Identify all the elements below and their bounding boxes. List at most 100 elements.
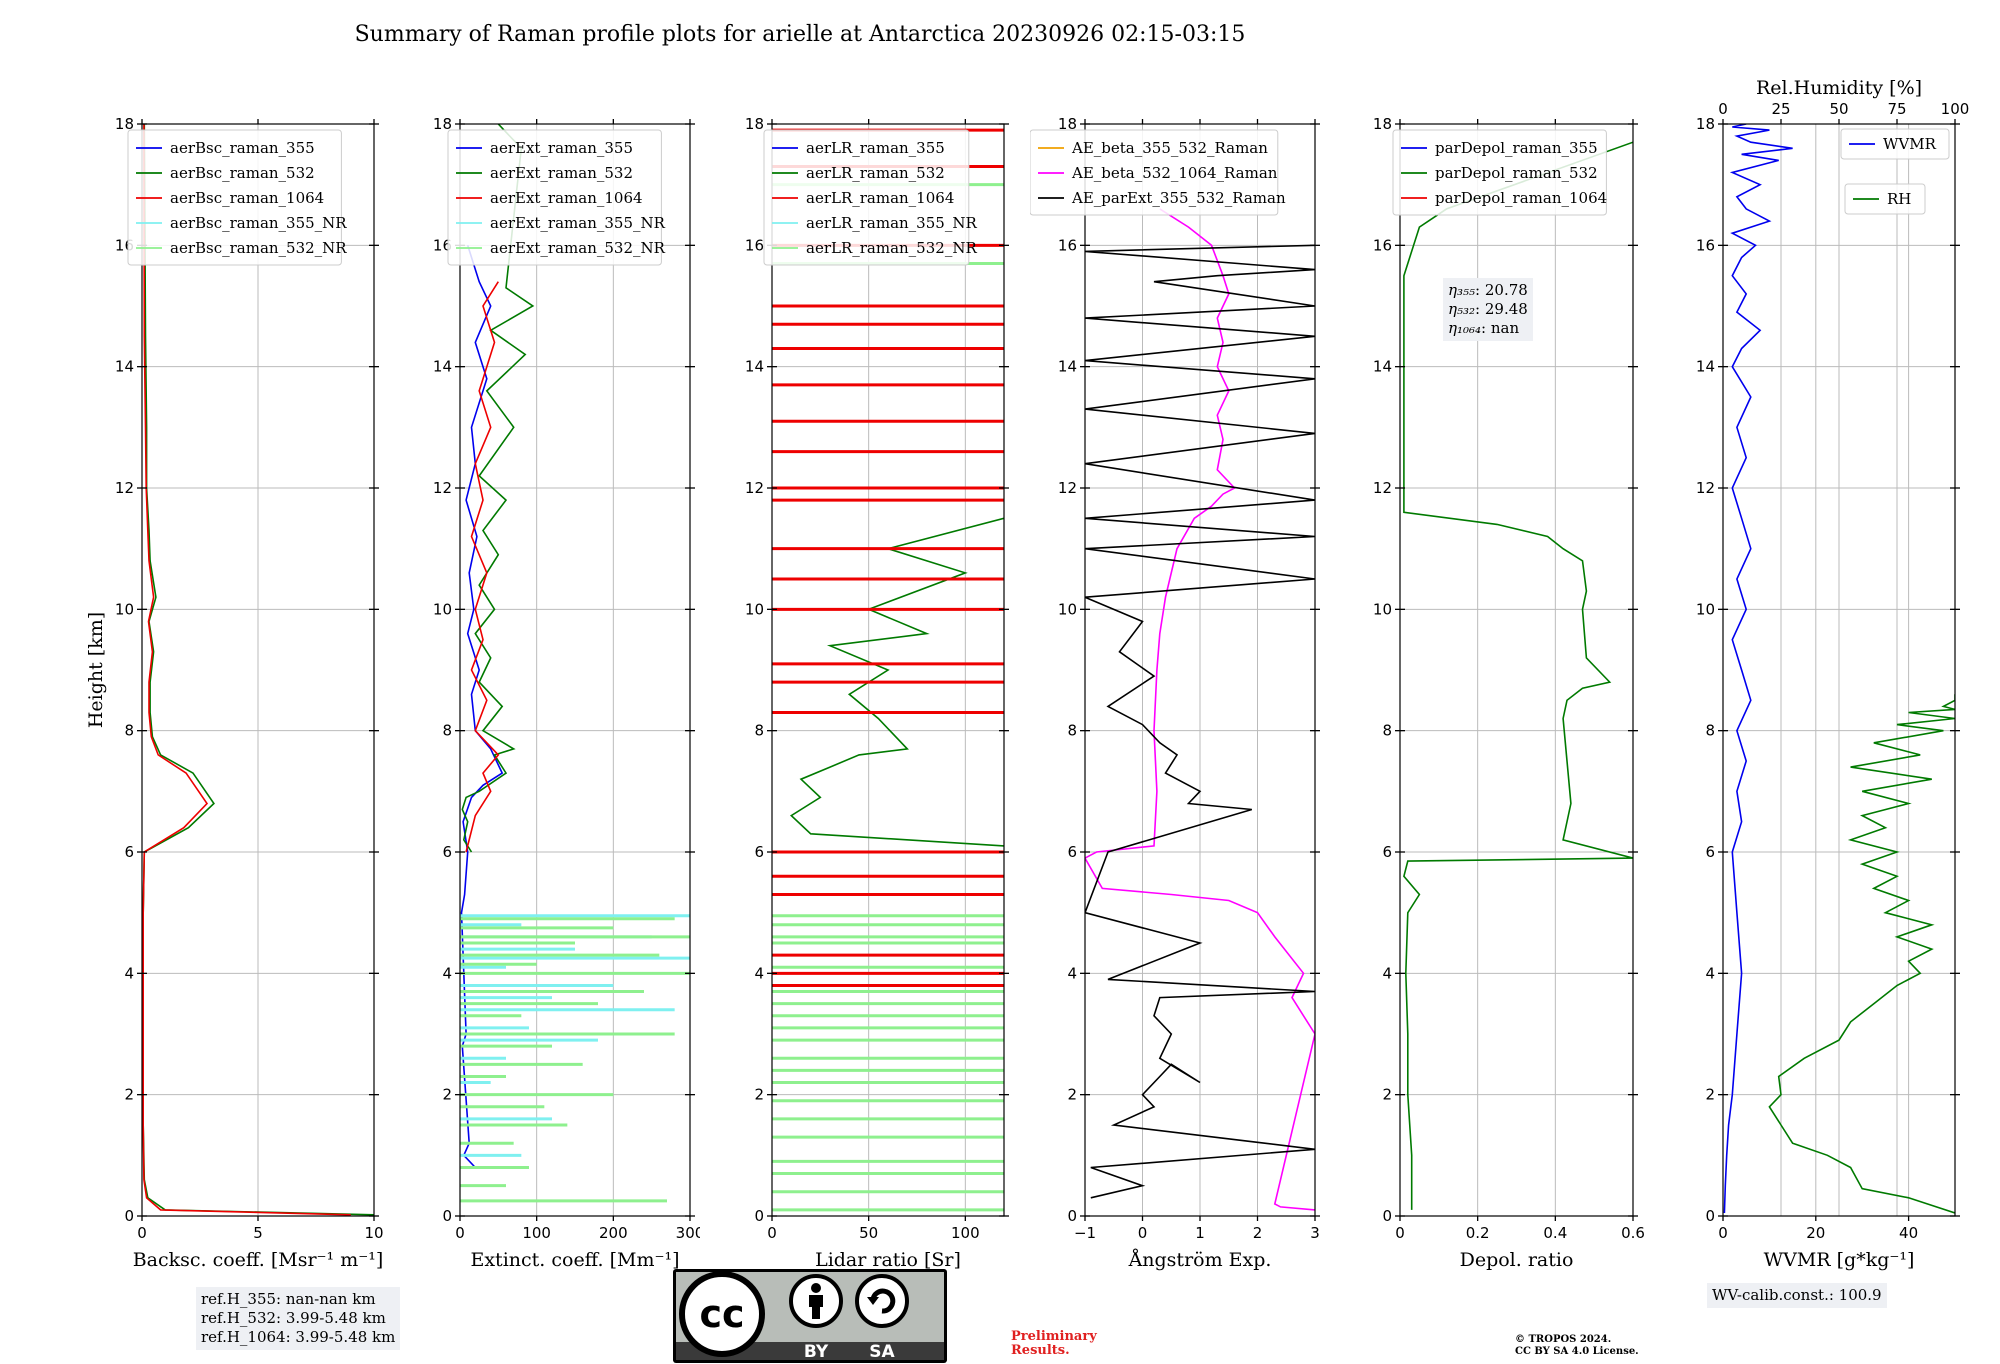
x-tick-label: 100 [522, 1224, 551, 1242]
legend-label: aerLR_raman_355 [806, 139, 945, 157]
y-tick-label: 14 [1373, 358, 1392, 376]
eta-1064: η₁₀₆₄: nan [1448, 319, 1520, 337]
legend: aerBsc_raman_355 aerBsc_raman_532 aerBsc_r… [127, 129, 347, 266]
x-tick-label: 0 [1138, 1224, 1148, 1242]
legend-box [447, 129, 662, 266]
ref-height-355: ref.H_355: nan-nan km [201, 1290, 376, 1308]
x-tick-label: 10 [364, 1224, 383, 1242]
y-tick-label: 16 [1058, 236, 1077, 254]
x-tick-label: 0.6 [1621, 1224, 1645, 1242]
y-tick-label: 16 [1696, 236, 1715, 254]
x-tick-label: 5 [253, 1224, 263, 1242]
y-tick-label: 0 [442, 1207, 452, 1225]
y-tick-label: 10 [1696, 600, 1715, 618]
axes: 0 2 4 6 8 10 12 14 16 18 0 50 100 Lidar ratio [Sr] [745, 115, 1009, 1271]
legend-box [1840, 128, 1950, 160]
cc-by-sa-badge: cc BY SA [673, 1269, 947, 1363]
x-tick-label: 0 [1395, 1224, 1405, 1242]
x-axis-label: Backsc. coeff. [Msr⁻¹ m⁻¹] [133, 1249, 384, 1271]
x-axis-label: Extinct. coeff. [Mm⁻¹] [470, 1249, 679, 1271]
ref-height-532: ref.H_532: 3.99-5.48 km [201, 1309, 386, 1327]
x-tick-label: 20 [1806, 1224, 1825, 1242]
eta-355: η₃₅₅: 20.78 [1448, 281, 1528, 299]
legend-label: aerBsc_raman_532 [170, 164, 315, 182]
legend: aerExt_raman_355 aerExt_raman_532 aerExt_r… [447, 129, 666, 266]
legend-label: aerLR_raman_1064 [806, 189, 954, 207]
plot-area [1723, 124, 1955, 1214]
y-tick-label: 10 [1373, 600, 1392, 618]
wv-calib-box: WV-calib.const.: 100.9 [1707, 1283, 1887, 1308]
series-line-ae-parext-355-532-raman [1085, 244, 1315, 1199]
series-line-aerext-raman-532 [461, 124, 535, 853]
series-line-rh [1768, 694, 1955, 1214]
y-tick-label: 0 [124, 1207, 134, 1225]
y-tick-label: 14 [745, 358, 764, 376]
y-tick-label: 16 [745, 236, 764, 254]
plot-area [1403, 141, 1633, 1210]
plot-area [1085, 208, 1315, 1211]
y-tick-label: 8 [1067, 722, 1077, 740]
y-tick-label: 0 [1067, 1207, 1077, 1225]
x2-axis-label: Rel.Humidity [%] [1756, 77, 1922, 99]
x-tick-label: 0 [767, 1224, 777, 1242]
y-tick-label: 2 [1705, 1086, 1715, 1104]
cc-mark: cc [699, 1292, 744, 1336]
x-tick-label: 100 [951, 1224, 980, 1242]
legend: aerLR_raman_355 aerLR_raman_532 aerLR_rama… [763, 129, 977, 266]
series-line-aerext-raman-1064 [465, 281, 500, 853]
legend-label: aerBsc_raman_355 [170, 139, 315, 157]
x-tick-label: 50 [859, 1224, 878, 1242]
y-tick-label: 2 [754, 1086, 764, 1104]
ref-height-1064: ref.H_1064: 3.99-5.48 km [201, 1328, 396, 1346]
legend-label: aerBsc_raman_532_NR [170, 239, 347, 257]
series-aerext-raman-532-nr [460, 917, 690, 1203]
x-tick-label: 0 [137, 1224, 147, 1242]
plot-frame [459, 123, 691, 1217]
legend-label: aerExt_raman_1064 [490, 189, 643, 207]
legend-label: aerExt_raman_532 [490, 164, 633, 182]
y-tick-label: 6 [1067, 843, 1077, 861]
y-tick-label: 12 [1373, 479, 1392, 497]
plot-area [460, 124, 690, 1203]
legend-label: aerBsc_raman_355_NR [170, 214, 347, 232]
y-tick-label: 6 [1705, 843, 1715, 861]
y-tick-label: 6 [1382, 843, 1392, 861]
legend-box [1392, 129, 1607, 216]
legend-label: AE_beta_355_532_Raman [1071, 139, 1268, 157]
x-tick-label: 0 [455, 1224, 465, 1242]
legend-label: parDepol_raman_1064 [1435, 189, 1607, 207]
legend-box [127, 129, 342, 266]
axes: 0 2 4 6 8 10 12 14 16 18 0 100 200 300 Extinct. coeff.… [433, 115, 700, 1271]
plot-frame [1399, 123, 1634, 1217]
x-tick-label: 0.2 [1466, 1224, 1490, 1242]
y-tick-label: 12 [433, 479, 452, 497]
legend-label: aerBsc_raman_1064 [170, 189, 324, 207]
legend-label: aerLR_raman_532 [806, 164, 945, 182]
series-line-aerlr-raman-532 [789, 517, 1004, 847]
eta-532: η₅₃₂: 29.48 [1448, 300, 1528, 318]
y-tick-label: 12 [1696, 479, 1715, 497]
y-tick-label: 6 [124, 843, 134, 861]
y-tick-label: 8 [1705, 722, 1715, 740]
y-axis-label: Height [km] [85, 612, 107, 728]
y-tick-label: 18 [1058, 115, 1077, 133]
legend-label: aerExt_raman_532_NR [490, 239, 666, 257]
y-tick-label: 18 [1373, 115, 1392, 133]
y-tick-label: 0 [1705, 1207, 1715, 1225]
y-tick-label: 8 [1382, 722, 1392, 740]
legend: parDepol_raman_355 parDepol_raman_532 parD… [1392, 129, 1607, 216]
y-tick-label: 14 [115, 358, 134, 376]
y-tick-label: 8 [442, 722, 452, 740]
x-tick-label: −1 [1074, 1224, 1096, 1242]
legend-wvmr: WVMR [1840, 128, 1950, 160]
legend-box [763, 129, 970, 266]
legend-box [1030, 129, 1279, 216]
y-tick-label: 4 [1382, 964, 1392, 982]
y-tick-label: 6 [442, 843, 452, 861]
legend-label: WVMR [1883, 135, 1937, 153]
x2-tick-label: 0 [1718, 100, 1728, 118]
eta-info-box: η₃₅₅: 20.78 η₅₃₂: 29.48 η₁₀₆₄: nan [1443, 278, 1533, 341]
legend-label: AE_beta_532_1064_Raman [1071, 164, 1278, 182]
